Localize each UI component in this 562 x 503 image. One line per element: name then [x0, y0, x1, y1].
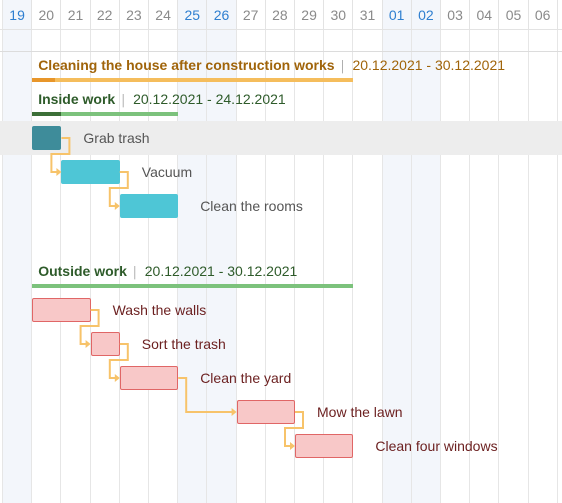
day-header[interactable]: 20 [32, 0, 62, 30]
day-header[interactable]: 01 [382, 0, 412, 30]
group-progress [32, 112, 62, 116]
day-header[interactable]: 02 [411, 0, 441, 30]
task-bar[interactable] [295, 434, 354, 458]
header-divider [0, 29, 562, 30]
group-label[interactable]: Outside work │ 20.12.2021 - 30.12.2021 [38, 263, 297, 279]
separator-icon: │ [339, 61, 347, 73]
task-bar[interactable] [32, 298, 91, 322]
task-bar[interactable] [61, 160, 120, 184]
day-column [295, 0, 325, 503]
task-label[interactable]: Mow the lawn [317, 404, 403, 420]
day-header[interactable]: 29 [295, 0, 325, 30]
group-label[interactable]: Inside work │ 20.12.2021 - 24.12.2021 [38, 91, 285, 107]
task-label[interactable]: Clean the rooms [200, 198, 303, 214]
day-header[interactable]: 30 [324, 0, 354, 30]
dependency-link[interactable] [50, 137, 71, 173]
day-header[interactable]: 28 [265, 0, 295, 30]
link-arrow-icon [114, 202, 120, 210]
day-column [3, 0, 33, 503]
day-column [353, 0, 383, 503]
group-dates: 20.12.2021 - 30.12.2021 [144, 263, 298, 279]
task-bar[interactable] [119, 366, 179, 390]
day-header[interactable]: 19 [3, 0, 33, 30]
task-label[interactable]: Clean the yard [200, 370, 292, 386]
day-column [499, 0, 529, 503]
group-bar[interactable] [32, 284, 354, 288]
day-column [61, 0, 91, 503]
group-bar[interactable] [32, 78, 354, 82]
day-header[interactable]: 31 [353, 0, 383, 30]
dependency-link[interactable] [178, 377, 233, 413]
task-label[interactable]: Wash the walls [112, 302, 207, 318]
day-column [237, 0, 266, 503]
day-column [470, 0, 500, 503]
task-label[interactable]: Vacuum [141, 164, 193, 180]
group-progress [32, 78, 55, 82]
group-dates: 20.12.2021 - 24.12.2021 [133, 91, 286, 107]
day-header[interactable]: 26 [207, 0, 237, 30]
header-spacer [0, 30, 562, 52]
day-header[interactable]: 27 [236, 0, 266, 30]
link-arrow-icon [85, 340, 91, 348]
day-header[interactable]: 22 [90, 0, 120, 30]
day-column [32, 0, 62, 503]
task-bar[interactable] [119, 194, 179, 218]
day-column [324, 0, 354, 503]
link-arrow-icon [231, 408, 237, 416]
day-header[interactable]: 04 [470, 0, 500, 30]
day-column [441, 0, 471, 503]
day-column [0, 0, 3, 503]
group-dates: 20.12.2021 - 30.12.2021 [352, 57, 506, 73]
selected-row-highlight [0, 121, 562, 155]
dependency-link[interactable] [108, 171, 129, 207]
link-arrow-icon [114, 374, 120, 382]
dependency-link[interactable] [79, 309, 100, 345]
day-column [411, 0, 441, 503]
dependency-link[interactable] [108, 343, 129, 379]
day-column [207, 0, 237, 503]
day-header[interactable]: 24 [149, 0, 179, 30]
day-column [266, 0, 295, 503]
group-name: Outside work [38, 263, 127, 279]
day-header[interactable]: 06 [528, 0, 558, 30]
day-column [149, 0, 179, 503]
group-name: Inside work [38, 91, 116, 107]
day-header[interactable]: 05 [499, 0, 529, 30]
day-column [178, 0, 208, 503]
day-column [529, 0, 558, 503]
task-label[interactable]: Sort the trash [141, 336, 226, 352]
day-header[interactable]: 21 [61, 0, 91, 30]
task-label[interactable]: Grab trash [83, 130, 150, 146]
link-arrow-icon [290, 442, 295, 450]
group-bar[interactable] [32, 112, 179, 116]
project-label[interactable]: Cleaning the house after construction wo… [38, 57, 505, 73]
day-header[interactable]: 25 [178, 0, 208, 30]
day-column [120, 0, 149, 503]
group-name: Cleaning the house after construction wo… [38, 57, 335, 73]
day-column [91, 0, 120, 503]
day-header[interactable]: 03 [441, 0, 471, 30]
link-arrow-icon [56, 168, 62, 176]
dependency-link[interactable] [284, 411, 304, 447]
task-bar[interactable] [90, 332, 120, 356]
task-bar[interactable] [32, 126, 62, 150]
task-bar[interactable] [236, 400, 295, 424]
separator-icon: │ [120, 95, 128, 107]
task-label[interactable]: Clean four windows [375, 438, 498, 454]
day-column [382, 0, 412, 503]
day-header[interactable]: 23 [119, 0, 149, 30]
separator-icon: │ [131, 267, 139, 279]
